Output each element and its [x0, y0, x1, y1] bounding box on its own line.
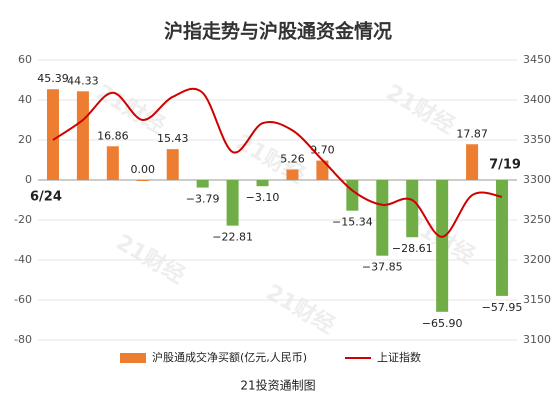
legend-label: 上证指数: [377, 350, 421, 364]
bar: [286, 169, 299, 180]
y2-tick-label: 3300: [523, 173, 551, 186]
watermark: 21财经: [112, 229, 190, 289]
bar: [316, 160, 329, 180]
data-label: 5.26: [280, 152, 305, 165]
legend-swatch: [120, 353, 146, 363]
bar: [406, 180, 419, 238]
data-label: 17.87: [456, 127, 488, 140]
bar: [196, 180, 209, 188]
line: [52, 87, 503, 238]
watermark: 21财经: [382, 79, 460, 139]
x-tick-label: 6/24: [30, 190, 62, 205]
y-tick-label: -60: [14, 293, 32, 306]
y2-tick-label: 3350: [523, 133, 551, 146]
bar: [346, 180, 359, 211]
bar: [256, 180, 269, 187]
data-label: −22.81: [212, 231, 253, 244]
y2-tick-label: 3150: [523, 293, 551, 306]
source: 21投资通制图: [240, 378, 315, 393]
watermark: 21财经: [262, 279, 340, 339]
bar: [76, 91, 89, 180]
x-tick-label: 7/19: [489, 158, 521, 173]
data-label: 44.33: [67, 74, 99, 87]
y2-tick-label: 3400: [523, 93, 551, 106]
bar: [466, 144, 479, 180]
y-tick-label: -80: [14, 333, 32, 346]
legend-label: 沪股通成交净买额(亿元,人民币): [152, 350, 307, 364]
y-tick-label: 0: [25, 173, 32, 186]
bar: [376, 180, 389, 256]
data-label: −15.34: [332, 216, 373, 229]
chart-title: 沪指走势与沪股通资金情况: [164, 20, 392, 43]
data-label: −57.95: [482, 301, 523, 314]
data-label: −37.85: [362, 261, 403, 274]
bar: [136, 180, 149, 181]
data-label: 45.39: [37, 72, 69, 85]
bar: [226, 180, 239, 226]
y-tick-label: 20: [18, 133, 32, 146]
bar: [166, 149, 179, 180]
bar: [46, 89, 59, 180]
y-tick-label: 40: [18, 93, 32, 106]
bar: [436, 180, 449, 312]
data-label: −3.10: [246, 191, 280, 204]
y-tick-label: -20: [14, 213, 32, 226]
bar: [496, 180, 509, 296]
y2-tick-label: 3200: [523, 253, 551, 266]
y2-tick-label: 3250: [523, 213, 551, 226]
y-tick-label: -40: [14, 253, 32, 266]
y2-tick-label: 3100: [523, 333, 551, 346]
data-label: 16.86: [97, 129, 129, 142]
data-label: −28.61: [392, 242, 433, 255]
y2-tick-label: 3450: [523, 53, 551, 66]
y-tick-label: 60: [18, 53, 32, 66]
data-label: 15.43: [157, 132, 189, 145]
bar: [106, 146, 119, 180]
data-label: −3.79: [186, 193, 220, 206]
data-label: 0.00: [131, 163, 156, 176]
data-label: −65.90: [422, 317, 463, 330]
